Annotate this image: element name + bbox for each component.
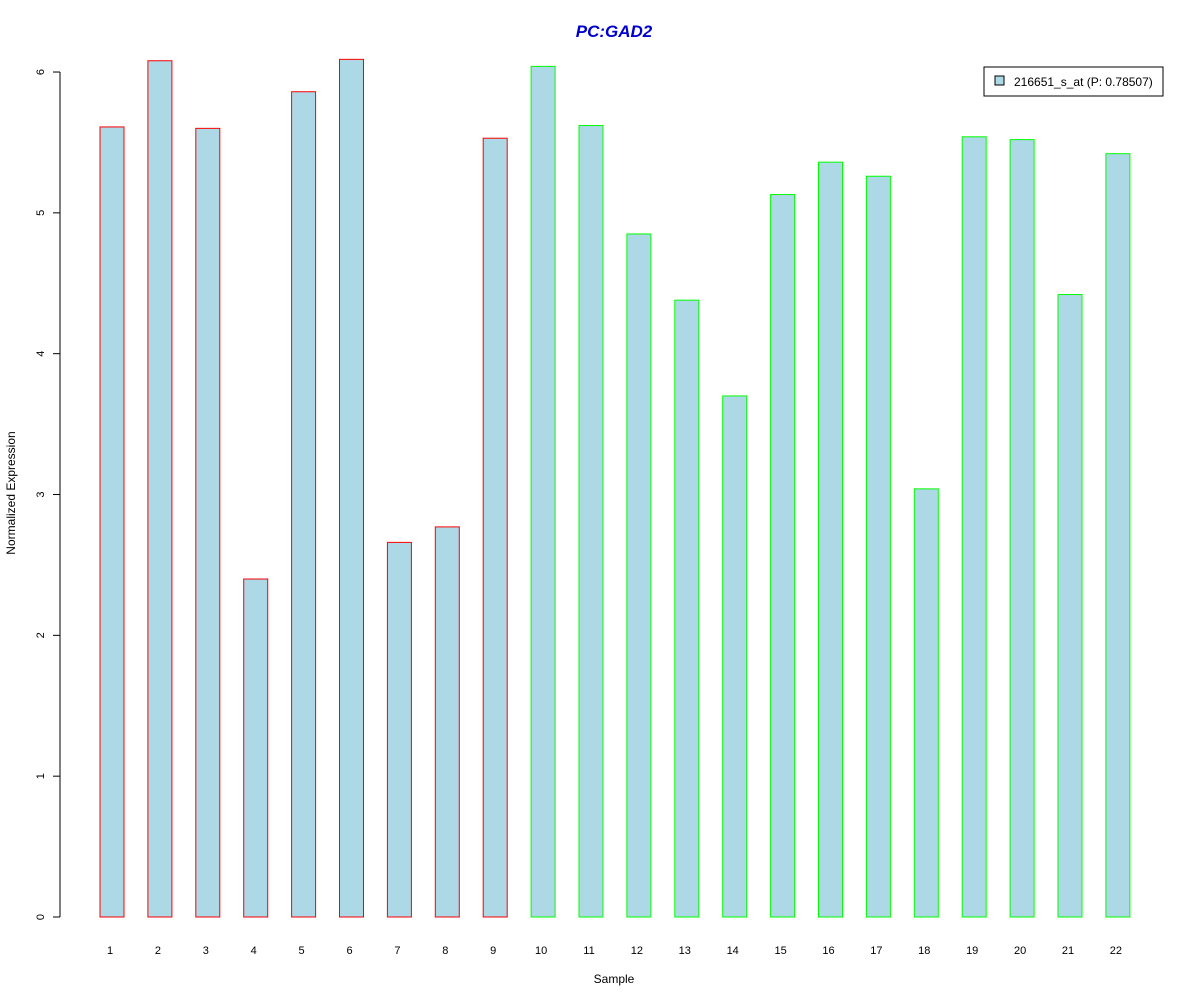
x-tick-label: 14 — [727, 945, 739, 957]
bar-sample-4 — [243, 578, 269, 918]
x-tick-label: 17 — [870, 945, 882, 957]
y-tick-label: 4 — [35, 351, 47, 357]
x-tick-label: 4 — [251, 945, 257, 957]
x-tick-label: 7 — [394, 945, 400, 957]
bars — [99, 58, 1131, 918]
bar-sample-7 — [386, 541, 412, 918]
legend-box — [983, 66, 1164, 97]
x-tick-label: 15 — [774, 945, 786, 957]
x-tick-label: 13 — [679, 945, 691, 957]
x-tick-label: 5 — [299, 945, 305, 957]
bar-sample-12 — [626, 233, 652, 918]
y-axis-label: Normalized Expression — [4, 431, 18, 554]
bar-sample-13 — [674, 299, 700, 918]
bar-sample-10 — [530, 65, 556, 918]
x-tick-label: 9 — [490, 945, 496, 957]
x-tick-label: 3 — [203, 945, 209, 957]
y-tick-label: 2 — [35, 632, 47, 638]
y-tick-label: 0 — [35, 914, 47, 920]
bar-sample-8 — [434, 526, 460, 918]
y-tick-label: 5 — [35, 210, 47, 216]
x-tick-label: 21 — [1062, 945, 1074, 957]
bar-sample-20 — [1009, 139, 1035, 918]
x-tick-label: 2 — [155, 945, 161, 957]
y-axis: 0 1 2 3 4 5 6 — [35, 69, 61, 920]
x-tick-label: 12 — [631, 945, 643, 957]
bar-sample-19 — [961, 136, 987, 918]
x-tick-label: 6 — [346, 945, 352, 957]
x-axis-label: Sample — [594, 972, 635, 986]
bar-sample-9 — [482, 137, 508, 918]
y-tick-label: 1 — [35, 773, 47, 779]
bar-sample-16 — [818, 161, 843, 918]
bar-sample-15 — [770, 194, 796, 918]
x-tick-label: 20 — [1014, 945, 1026, 957]
x-tick-label: 19 — [966, 945, 978, 957]
bar-sample-6 — [339, 58, 364, 918]
x-axis-tick-labels: 1 2 3 4 5 6 7 8 9 10 11 12 13 14 15 16 17 18 19 20 21 22 — [107, 945, 1122, 957]
bar-sample-14 — [722, 395, 748, 918]
bar-sample-5 — [291, 91, 317, 918]
bar-sample-1 — [99, 126, 125, 918]
bar-sample-11 — [578, 125, 604, 918]
bar-sample-18 — [913, 488, 939, 918]
bar-sample-21 — [1057, 294, 1083, 918]
x-tick-label: 16 — [822, 945, 834, 957]
legend-swatch — [994, 75, 1005, 86]
bar-sample-3 — [195, 127, 221, 918]
y-tick-label: 3 — [35, 491, 47, 497]
legend-entry-label: 216651_s_at (P: 0.78507) — [1014, 75, 1153, 89]
bar-sample-22 — [1105, 153, 1131, 918]
x-tick-label: 18 — [918, 945, 930, 957]
y-tick-label: 6 — [35, 69, 47, 75]
bar-sample-2 — [147, 60, 173, 918]
x-tick-label: 10 — [535, 945, 547, 957]
legend: 216651_s_at (P: 0.78507) — [983, 66, 1164, 97]
chart-title: PC:GAD2 — [576, 22, 653, 41]
x-tick-label: 1 — [107, 945, 113, 957]
bar-sample-17 — [865, 175, 891, 918]
x-tick-label: 22 — [1110, 945, 1122, 957]
x-tick-label: 11 — [583, 945, 594, 957]
x-tick-label: 8 — [442, 945, 448, 957]
